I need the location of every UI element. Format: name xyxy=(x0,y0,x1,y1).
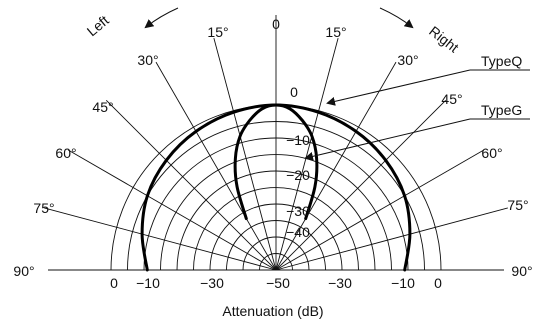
radial-tick-label: −30 xyxy=(286,203,310,219)
radial-tick-label: −40 xyxy=(286,224,310,240)
right-direction-label: Right xyxy=(426,23,462,56)
bottom-axis-tick-label: 0 xyxy=(110,275,118,291)
angle-ray xyxy=(155,61,277,271)
angle-ray xyxy=(275,99,447,271)
typeq-pointer-line xyxy=(326,69,471,106)
angle-ray xyxy=(67,149,277,271)
angle-tick-label: 90° xyxy=(13,263,34,279)
bottom-axis-tick-label: −30 xyxy=(200,275,224,291)
series-curve-typeg xyxy=(233,103,319,221)
legend-label-typeg: TypeG xyxy=(481,102,522,118)
angle-ray xyxy=(105,99,277,271)
angle-ray xyxy=(275,61,397,271)
right-arrow xyxy=(379,7,414,29)
bottom-axis-tick-label: −10 xyxy=(136,275,160,291)
angle-rays xyxy=(44,15,508,271)
axis-labels: 90° 75° 60° 45° 30° 15° 0 15° 30° 45° 60° 75° 90° 0 −1… xyxy=(13,16,532,291)
radial-tick-label: 0 xyxy=(290,84,298,100)
angle-tick-label: 45° xyxy=(441,91,462,107)
x-axis-title: Attenuation (dB) xyxy=(222,303,323,319)
bottom-axis-tick-label: −50 xyxy=(266,275,290,291)
radial-tick-label: −10 xyxy=(286,132,310,148)
angle-tick-label: 15° xyxy=(207,24,228,40)
bottom-axis-tick-label: −10 xyxy=(391,275,415,291)
bottom-axis-tick-label: 0 xyxy=(434,275,442,291)
angle-tick-label: 0 xyxy=(272,16,280,32)
angle-ray xyxy=(275,149,485,271)
angle-ray xyxy=(275,207,508,271)
angle-ray xyxy=(213,38,277,271)
radial-tick-label: −20 xyxy=(286,167,310,183)
left-direction-label: Left xyxy=(84,12,112,39)
angle-tick-label: 15° xyxy=(325,24,346,40)
angle-tick-label: 30° xyxy=(137,52,158,68)
angle-tick-label: 60° xyxy=(481,145,502,161)
bottom-axis-tick-label: −30 xyxy=(328,275,352,291)
angle-ray xyxy=(44,207,277,271)
series-curves xyxy=(140,103,412,272)
angle-tick-label: 45° xyxy=(92,99,113,115)
angle-tick-label: 90° xyxy=(511,263,532,279)
typeg-pointer-line xyxy=(304,118,471,161)
left-arrow xyxy=(144,7,179,29)
legend-label-typeq: TypeQ xyxy=(481,53,522,69)
angle-tick-label: 30° xyxy=(397,52,418,68)
angle-tick-label: 75° xyxy=(507,197,528,213)
angle-tick-label: 60° xyxy=(55,145,76,161)
angle-tick-label: 75° xyxy=(33,200,54,216)
